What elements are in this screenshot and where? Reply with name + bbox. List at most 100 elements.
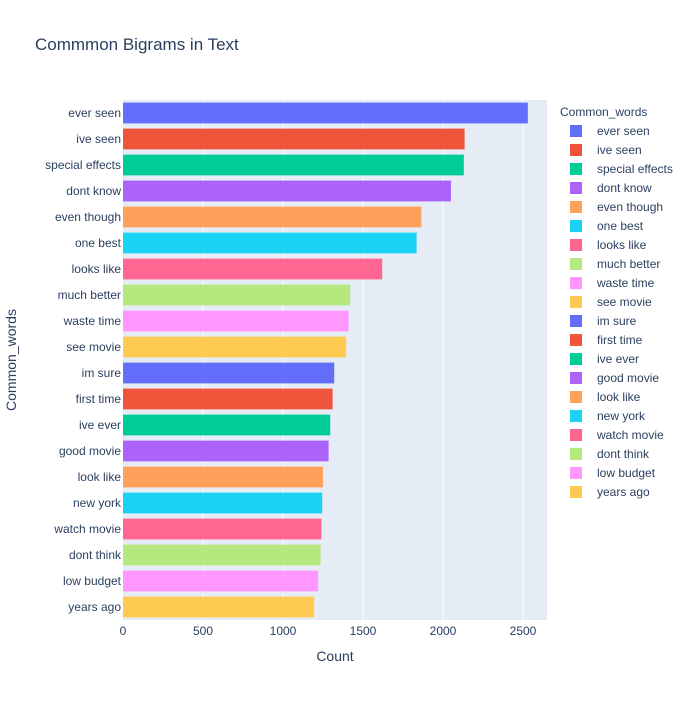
legend-swatch	[570, 448, 582, 460]
legend-label: ive ever	[597, 352, 639, 366]
y-tick-label: new york	[73, 496, 122, 510]
legend-label: ive seen	[597, 143, 642, 157]
legend-item-low-budget[interactable]: low budget	[570, 466, 656, 480]
legend-swatch	[570, 372, 582, 384]
bar-looks-like[interactable]	[123, 258, 383, 280]
bar-ive-seen[interactable]	[123, 128, 465, 150]
x-tick-label: 1500	[350, 624, 377, 638]
legend-label: one best	[597, 219, 644, 233]
legend-item-ive-ever[interactable]: ive ever	[570, 352, 639, 366]
y-tick-label: im sure	[82, 366, 122, 380]
y-tick-label: looks like	[72, 262, 122, 276]
y-tick-label: one best	[75, 236, 122, 250]
legend-label: looks like	[597, 238, 647, 252]
plot-background	[123, 100, 547, 620]
legend-label: dont think	[597, 447, 650, 461]
legend-label: look like	[597, 390, 641, 404]
x-tick-label: 1000	[270, 624, 297, 638]
legend-swatch	[570, 353, 582, 365]
x-tick-label: 2000	[430, 624, 457, 638]
legend-swatch	[570, 391, 582, 403]
y-tick-labels: ever seen ive seen special effects dont kno…	[45, 106, 122, 614]
legend-swatch	[570, 239, 582, 251]
legend-swatch	[570, 201, 582, 213]
y-tick-label: much better	[58, 288, 121, 302]
bar-dont-think[interactable]	[123, 544, 321, 566]
legend-label: new york	[597, 409, 646, 423]
legend-item-watch-movie[interactable]: watch movie	[570, 428, 664, 442]
y-tick-label: special effects	[45, 158, 121, 172]
bar-low-budget[interactable]	[123, 570, 319, 592]
bar-years-ago[interactable]	[123, 596, 315, 618]
bar-see-movie[interactable]	[123, 336, 347, 358]
legend-item-im-sure[interactable]: im sure	[570, 314, 637, 328]
legend-item-ever-seen[interactable]: ever seen	[570, 124, 650, 138]
bar-waste-time[interactable]	[123, 310, 349, 332]
bar-new-york[interactable]	[123, 492, 323, 514]
legend-item-good-movie[interactable]: good movie	[570, 371, 659, 385]
legend-swatch	[570, 163, 582, 175]
legend-item-dont-think[interactable]: dont think	[570, 447, 650, 461]
bar-im-sure[interactable]	[123, 362, 335, 384]
legend-item-much-better[interactable]: much better	[570, 257, 660, 271]
y-tick-label: waste time	[63, 314, 122, 328]
legend: Common_words ever seen ive seen special ef…	[560, 105, 673, 499]
bar-special-effects[interactable]	[123, 154, 464, 176]
bar-look-like[interactable]	[123, 466, 323, 488]
legend-label: even though	[597, 200, 663, 214]
x-tick-labels: 0 500 1000 1500 2000 2500	[120, 624, 537, 638]
legend-label: much better	[597, 257, 660, 271]
x-tick-label: 0	[120, 624, 127, 638]
legend-item-waste-time[interactable]: waste time	[570, 276, 655, 290]
legend-item-first-time[interactable]: first time	[570, 333, 643, 347]
legend-item-years-ago[interactable]: years ago	[570, 485, 650, 499]
y-tick-label: dont know	[66, 184, 121, 198]
bar-one-best[interactable]	[123, 232, 417, 254]
legend-swatch	[570, 277, 582, 289]
legend-label: low budget	[597, 466, 656, 480]
legend-label: years ago	[597, 485, 650, 499]
bar-dont-know[interactable]	[123, 180, 451, 202]
legend-swatch	[570, 467, 582, 479]
x-tick-label: 2500	[510, 624, 537, 638]
legend-item-see-movie[interactable]: see movie	[570, 295, 652, 309]
legend-label: watch movie	[596, 428, 664, 442]
legend-swatch	[570, 410, 582, 422]
bar-watch-movie[interactable]	[123, 518, 322, 540]
legend-label: im sure	[597, 314, 637, 328]
legend-item-special-effects[interactable]: special effects	[570, 162, 673, 176]
legend-swatch	[570, 334, 582, 346]
y-tick-label: low budget	[63, 574, 122, 588]
legend-item-look-like[interactable]: look like	[570, 390, 641, 404]
bars-group	[123, 102, 528, 618]
legend-item-ive-seen[interactable]: ive seen	[570, 143, 642, 157]
legend-label: waste time	[596, 276, 655, 290]
legend-swatch	[570, 296, 582, 308]
y-tick-label: first time	[76, 392, 122, 406]
y-tick-label: watch movie	[53, 522, 121, 536]
legend-item-even-though[interactable]: even though	[570, 200, 663, 214]
y-tick-label: ive ever	[79, 418, 121, 432]
y-tick-label: ive seen	[76, 132, 121, 146]
legend-swatch	[570, 182, 582, 194]
legend-swatch	[570, 125, 582, 137]
legend-item-one-best[interactable]: one best	[570, 219, 644, 233]
y-tick-label: years ago	[68, 600, 121, 614]
bar-ive-ever[interactable]	[123, 414, 331, 436]
bar-good-movie[interactable]	[123, 440, 329, 462]
legend-swatch	[570, 486, 582, 498]
legend-swatch	[570, 258, 582, 270]
bar-first-time[interactable]	[123, 388, 333, 410]
legend-label: special effects	[597, 162, 673, 176]
legend-item-new-york[interactable]: new york	[570, 409, 646, 423]
y-tick-label: see movie	[66, 340, 121, 354]
legend-item-looks-like[interactable]: looks like	[570, 238, 647, 252]
bar-ever-seen[interactable]	[123, 102, 528, 124]
y-axis-label: Common_words	[3, 309, 19, 411]
bar-even-though[interactable]	[123, 206, 422, 228]
bar-much-better[interactable]	[123, 284, 351, 306]
legend-item-dont-know[interactable]: dont know	[570, 181, 652, 195]
x-tick-label: 500	[193, 624, 213, 638]
